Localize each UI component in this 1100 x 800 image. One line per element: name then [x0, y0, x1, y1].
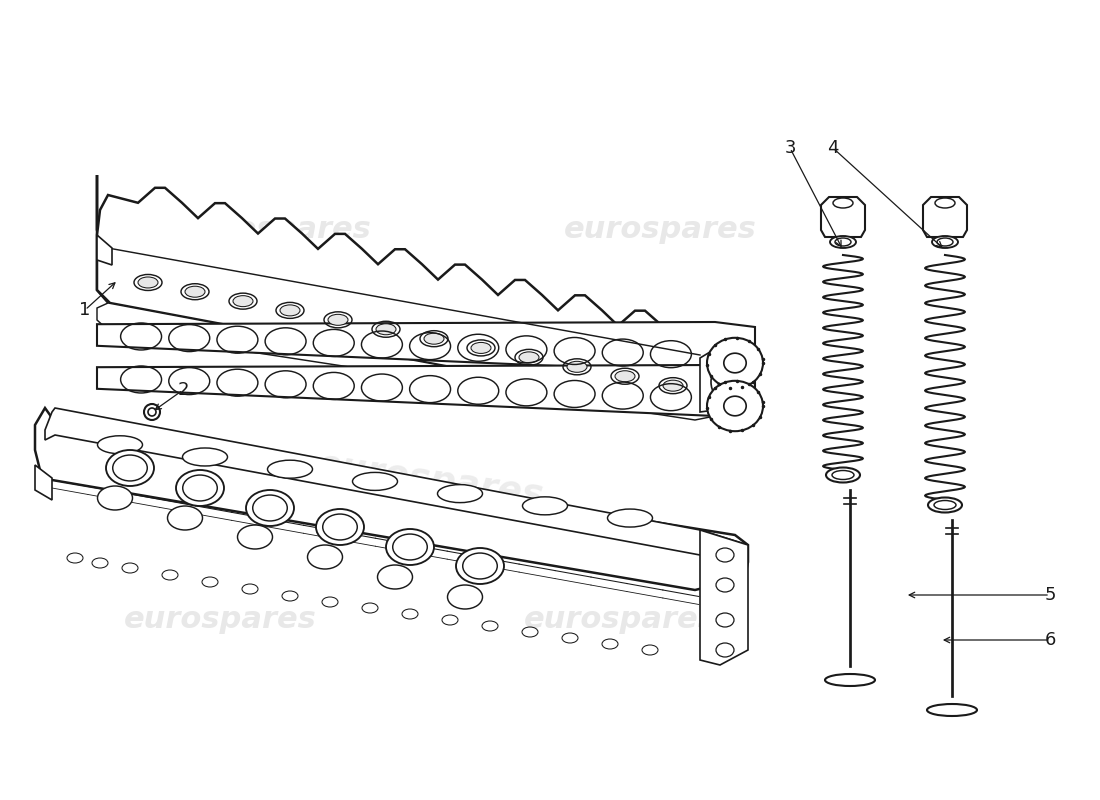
- Text: 3: 3: [784, 139, 795, 157]
- Text: eurospares: eurospares: [315, 447, 546, 513]
- Ellipse shape: [927, 704, 977, 716]
- Ellipse shape: [176, 470, 224, 506]
- Ellipse shape: [424, 333, 444, 344]
- Text: 1: 1: [79, 301, 90, 319]
- Ellipse shape: [566, 362, 587, 372]
- Polygon shape: [97, 322, 755, 373]
- Ellipse shape: [238, 525, 273, 549]
- Polygon shape: [97, 365, 755, 416]
- Ellipse shape: [928, 498, 962, 513]
- Text: eurospares: eurospares: [563, 215, 757, 245]
- Ellipse shape: [183, 448, 228, 466]
- Ellipse shape: [185, 286, 205, 298]
- Polygon shape: [35, 465, 52, 500]
- Polygon shape: [97, 188, 745, 413]
- Polygon shape: [97, 175, 745, 415]
- Ellipse shape: [932, 236, 958, 248]
- Ellipse shape: [825, 674, 874, 686]
- Ellipse shape: [607, 509, 652, 527]
- Text: 2: 2: [177, 381, 189, 399]
- Ellipse shape: [615, 370, 635, 382]
- Ellipse shape: [438, 485, 483, 502]
- Ellipse shape: [167, 506, 202, 530]
- Ellipse shape: [144, 404, 159, 420]
- Ellipse shape: [471, 342, 491, 354]
- Text: 4: 4: [827, 139, 838, 157]
- Polygon shape: [700, 352, 745, 412]
- Text: eurospares: eurospares: [524, 606, 716, 634]
- Ellipse shape: [456, 548, 504, 584]
- Text: eurospares: eurospares: [123, 606, 317, 634]
- Ellipse shape: [316, 509, 364, 545]
- Text: 6: 6: [1044, 631, 1056, 649]
- Ellipse shape: [246, 490, 294, 526]
- Ellipse shape: [448, 585, 483, 609]
- Ellipse shape: [233, 296, 253, 306]
- Ellipse shape: [308, 545, 342, 569]
- Text: eurospares: eurospares: [178, 215, 372, 245]
- Ellipse shape: [519, 352, 539, 363]
- Polygon shape: [45, 408, 748, 562]
- Polygon shape: [97, 303, 745, 420]
- Ellipse shape: [377, 565, 412, 589]
- Ellipse shape: [707, 338, 763, 388]
- Polygon shape: [97, 235, 112, 265]
- Ellipse shape: [106, 450, 154, 486]
- Ellipse shape: [138, 277, 158, 288]
- Ellipse shape: [328, 314, 348, 326]
- Polygon shape: [923, 197, 967, 237]
- Ellipse shape: [352, 473, 397, 490]
- Ellipse shape: [386, 529, 434, 565]
- Ellipse shape: [826, 467, 860, 482]
- Polygon shape: [35, 408, 748, 590]
- Ellipse shape: [267, 460, 312, 478]
- Ellipse shape: [663, 380, 683, 391]
- Ellipse shape: [522, 497, 568, 515]
- Ellipse shape: [830, 236, 856, 248]
- Text: 5: 5: [1044, 586, 1056, 604]
- Polygon shape: [821, 197, 865, 237]
- Ellipse shape: [707, 381, 763, 431]
- Polygon shape: [700, 530, 748, 665]
- Ellipse shape: [280, 305, 300, 316]
- Ellipse shape: [98, 486, 132, 510]
- Ellipse shape: [98, 436, 143, 454]
- Ellipse shape: [376, 324, 396, 334]
